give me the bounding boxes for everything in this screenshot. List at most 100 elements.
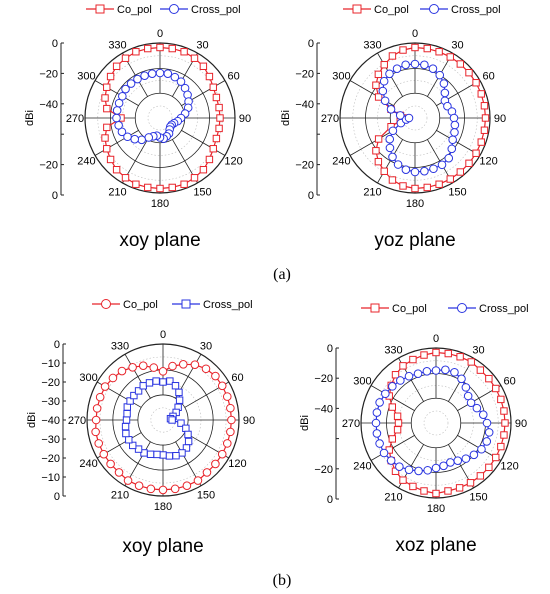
angle-tick-label: 180 bbox=[151, 198, 169, 210]
data-point-circle bbox=[395, 462, 404, 471]
data-point-circle bbox=[404, 113, 414, 123]
data-point-square bbox=[480, 126, 489, 134]
data-point-square bbox=[139, 382, 147, 390]
data-point-circle bbox=[123, 132, 132, 142]
data-point-square bbox=[444, 487, 452, 495]
angle-tick-label: 120 bbox=[479, 156, 497, 168]
grid-ring-minor bbox=[423, 410, 449, 436]
data-point-square bbox=[420, 351, 428, 359]
data-point-circle bbox=[437, 160, 447, 170]
data-point-circle bbox=[134, 481, 144, 491]
data-point-square bbox=[184, 430, 192, 439]
data-point-square bbox=[399, 182, 407, 190]
data-point-square bbox=[145, 379, 154, 387]
data-point-square bbox=[178, 449, 186, 457]
data-point-square bbox=[190, 174, 199, 182]
data-point-square bbox=[393, 426, 402, 434]
data-point-square bbox=[380, 167, 388, 175]
angle-tick-label: 150 bbox=[193, 187, 211, 199]
angle-tick-label: 300 bbox=[332, 71, 350, 83]
data-point-square bbox=[456, 168, 465, 176]
data-point-square bbox=[144, 183, 152, 192]
data-point-square bbox=[374, 157, 383, 166]
data-point-circle bbox=[158, 367, 168, 376]
data-point-square bbox=[420, 487, 428, 495]
angle-tick-label: 240 bbox=[332, 156, 350, 168]
data-point-circle bbox=[163, 69, 173, 78]
data-point-circle bbox=[392, 64, 402, 73]
angle-tick-label: 330 bbox=[108, 39, 126, 51]
grid-ring-minor bbox=[147, 105, 173, 131]
data-point-circle bbox=[144, 133, 154, 142]
angle-tick-label: 210 bbox=[111, 489, 129, 501]
data-point-circle bbox=[202, 468, 212, 477]
radial-tick-label: −20 bbox=[39, 68, 58, 80]
plane-title: yoz plane bbox=[374, 230, 455, 251]
data-point-square bbox=[205, 155, 214, 164]
data-point-circle bbox=[138, 361, 148, 371]
data-point-square bbox=[112, 62, 121, 70]
plane-title: xoz plane bbox=[395, 535, 476, 556]
data-point-square bbox=[180, 180, 188, 188]
data-point-circle bbox=[446, 458, 455, 467]
data-point-circle bbox=[226, 427, 235, 437]
plane-title: xoy plane bbox=[122, 536, 203, 557]
data-point-circle bbox=[372, 408, 382, 417]
data-point-square bbox=[130, 391, 138, 400]
radial-tick-label: −20 bbox=[314, 373, 333, 385]
data-point-circle bbox=[106, 459, 115, 469]
data-point-square bbox=[423, 183, 431, 192]
radial-tick-label: −20 bbox=[314, 464, 333, 476]
legend-marker-circle bbox=[429, 4, 439, 14]
data-point-circle bbox=[193, 476, 203, 485]
radial-tick-label: −40 bbox=[314, 403, 333, 415]
radial-tick-label: −40 bbox=[39, 99, 58, 111]
radial-tick-label: 0 bbox=[308, 38, 314, 50]
data-point-square bbox=[485, 374, 493, 383]
data-point-circle bbox=[450, 367, 459, 377]
radial-tick-label: −30 bbox=[41, 396, 60, 408]
data-point-circle bbox=[375, 439, 384, 448]
data-point-square bbox=[166, 377, 174, 385]
data-point-circle bbox=[388, 152, 397, 162]
data-point-circle bbox=[444, 153, 454, 163]
angle-tick-label: 0 bbox=[157, 28, 163, 40]
data-point-square bbox=[122, 416, 131, 424]
data-point-square bbox=[122, 429, 130, 438]
data-point-square bbox=[106, 72, 115, 81]
data-point-circle bbox=[222, 439, 232, 448]
data-point-circle bbox=[222, 392, 232, 401]
data-point-circle bbox=[453, 456, 463, 465]
data-point-circle bbox=[441, 365, 450, 375]
data-point-circle bbox=[130, 134, 140, 144]
data-point-circle bbox=[170, 72, 180, 82]
data-point-square bbox=[432, 348, 440, 357]
data-point-circle bbox=[461, 454, 471, 463]
angle-tick-label: 90 bbox=[494, 113, 506, 125]
angle-tick-label: 90 bbox=[239, 113, 251, 125]
data-point-square bbox=[159, 451, 167, 459]
data-point-square bbox=[134, 387, 143, 395]
data-point-square bbox=[500, 431, 508, 439]
angle-tick-label: 150 bbox=[448, 187, 466, 199]
data-point-square bbox=[374, 93, 383, 101]
data-point-square bbox=[423, 44, 431, 53]
data-point-circle bbox=[201, 364, 211, 374]
data-point-square bbox=[446, 175, 454, 183]
data-point-square bbox=[476, 472, 485, 480]
data-point-circle bbox=[413, 369, 423, 378]
data-point-circle bbox=[385, 143, 395, 153]
data-point-circle bbox=[401, 165, 411, 175]
data-point-square bbox=[216, 114, 224, 122]
angle-tick-label: 60 bbox=[503, 376, 515, 388]
angle-tick-label: 90 bbox=[243, 415, 255, 427]
data-point-square bbox=[467, 358, 475, 366]
legend-label: Co_pol bbox=[392, 303, 427, 315]
radial-tick-label: 0 bbox=[327, 494, 333, 506]
data-point-circle bbox=[477, 444, 486, 454]
radial-axis-unit: dBi bbox=[24, 110, 36, 126]
data-point-square bbox=[103, 83, 111, 91]
data-point-square bbox=[446, 53, 454, 61]
data-point-square bbox=[215, 103, 223, 112]
data-point-circle bbox=[449, 113, 459, 123]
